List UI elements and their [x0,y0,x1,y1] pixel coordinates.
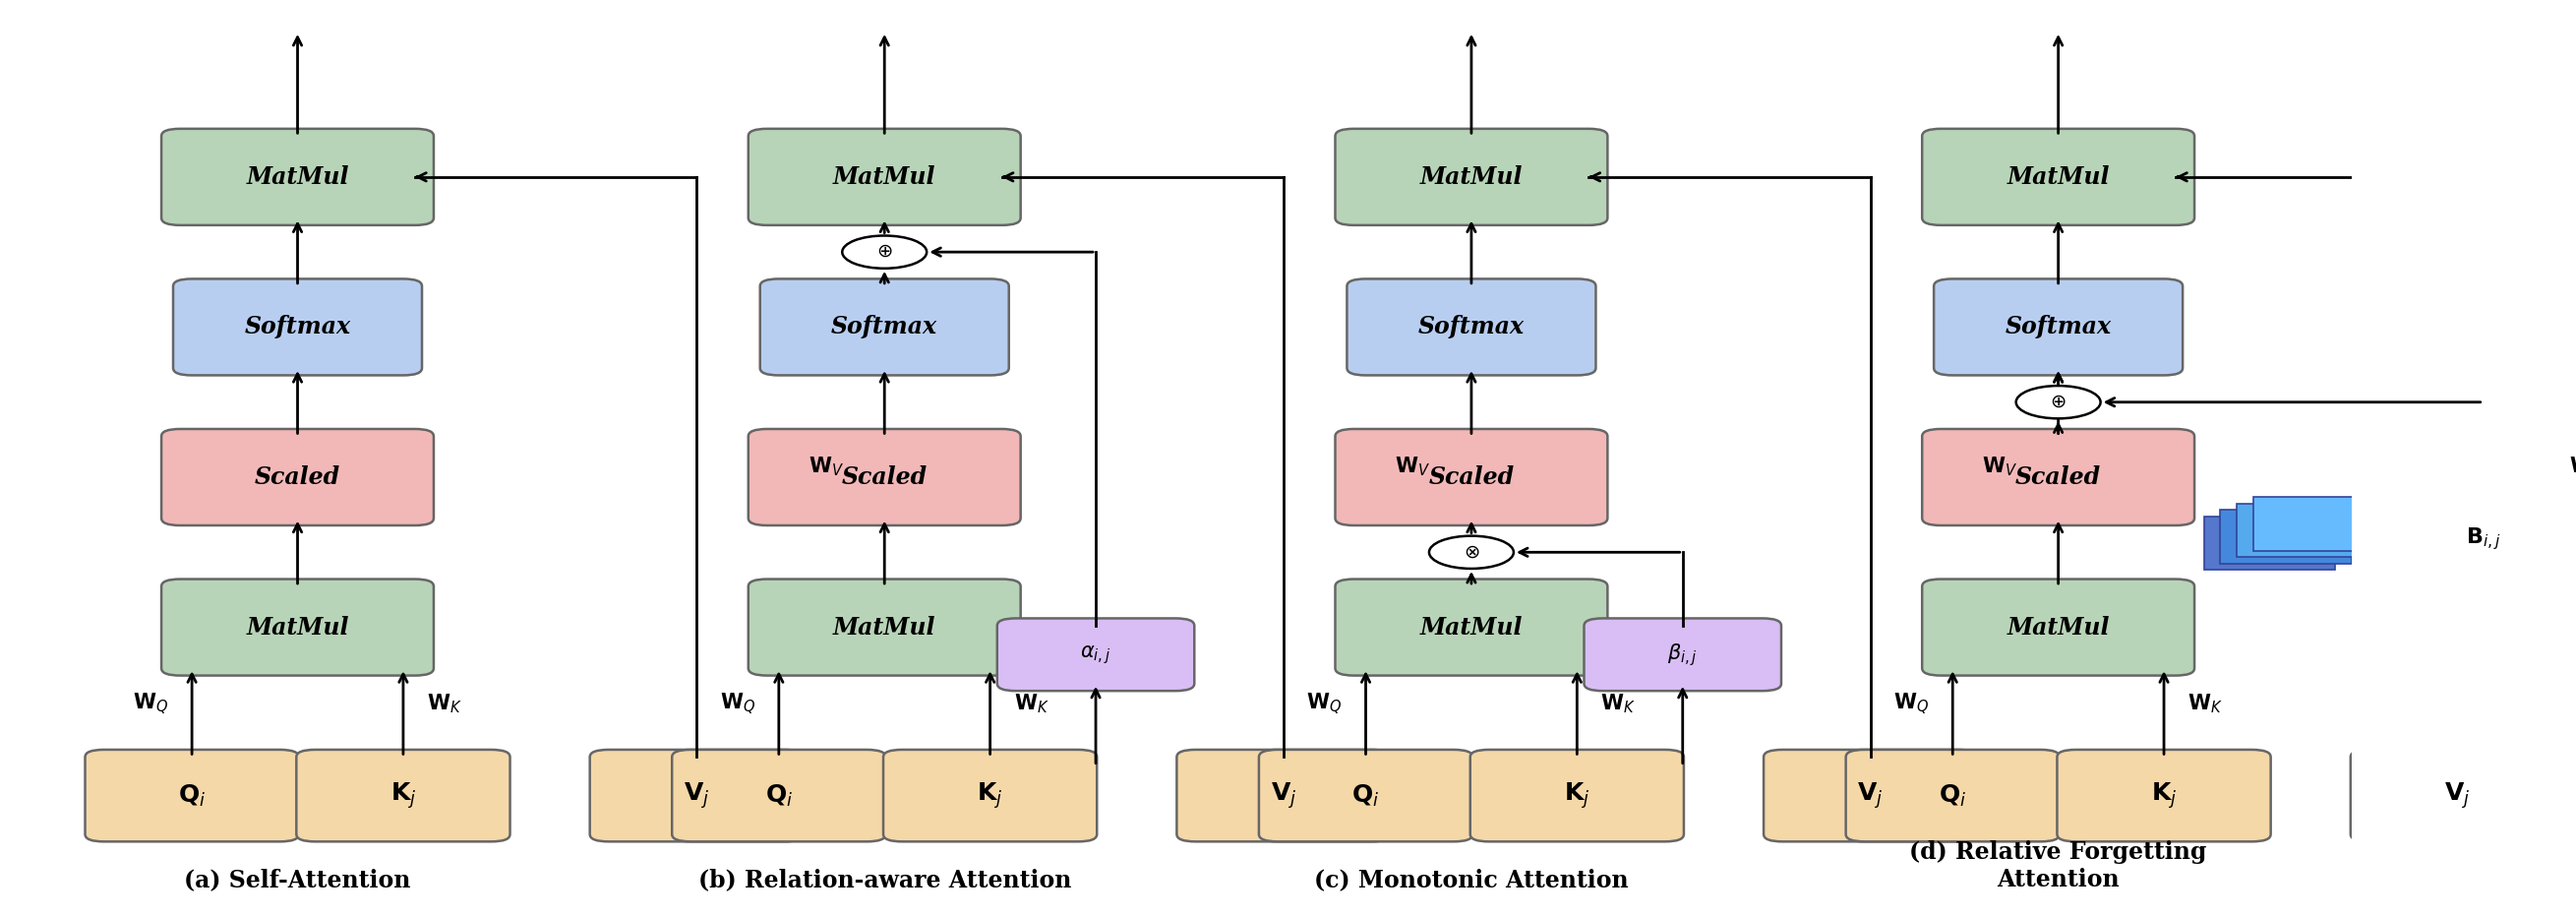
Circle shape [842,236,927,268]
FancyBboxPatch shape [1584,619,1780,691]
FancyBboxPatch shape [1765,750,1978,842]
FancyBboxPatch shape [760,279,1010,375]
FancyBboxPatch shape [1922,129,2195,225]
Text: (d) Relative Forgetting
Attention: (d) Relative Forgetting Attention [1909,840,2208,891]
FancyBboxPatch shape [2221,509,2352,564]
Text: $\mathbf{W}_K$: $\mathbf{W}_K$ [1600,692,1636,715]
Text: $\mathbf{W}_Q$: $\mathbf{W}_Q$ [719,691,755,716]
Text: MatMul: MatMul [247,165,348,189]
FancyBboxPatch shape [747,579,1020,676]
FancyBboxPatch shape [2349,750,2563,842]
Text: $\mathbf{K}_j$: $\mathbf{K}_j$ [1564,780,1589,811]
FancyBboxPatch shape [590,750,804,842]
FancyBboxPatch shape [173,279,422,375]
Text: $\mathbf{W}_Q$: $\mathbf{W}_Q$ [134,691,167,716]
FancyBboxPatch shape [1847,750,2058,842]
FancyBboxPatch shape [2205,516,2336,570]
Text: $\mathbf{W}_V$: $\mathbf{W}_V$ [1981,455,2017,478]
FancyBboxPatch shape [1347,279,1595,375]
Text: Scaled: Scaled [255,465,340,489]
Text: $\beta_{i,j}$: $\beta_{i,j}$ [1667,642,1698,667]
FancyBboxPatch shape [162,579,433,676]
FancyBboxPatch shape [296,750,510,842]
Text: Scaled: Scaled [2014,465,2102,489]
Text: (a) Self-Attention: (a) Self-Attention [185,868,410,891]
Text: Softmax: Softmax [832,315,938,339]
FancyBboxPatch shape [1922,429,2195,525]
Text: MatMul: MatMul [1419,165,1522,189]
Text: $\mathbf{B}_{i,j}$: $\mathbf{B}_{i,j}$ [2465,525,2501,552]
FancyBboxPatch shape [85,750,299,842]
Text: $\mathbf{V}_j$: $\mathbf{V}_j$ [2445,780,2470,811]
FancyBboxPatch shape [884,750,1097,842]
FancyBboxPatch shape [2254,498,2385,551]
Text: Scaled: Scaled [1430,465,1515,489]
Text: $\alpha_{i,j}$: $\alpha_{i,j}$ [1079,644,1110,666]
Text: MatMul: MatMul [832,615,935,639]
Text: MatMul: MatMul [247,615,348,639]
Text: $\mathbf{Q}_i$: $\mathbf{Q}_i$ [1940,783,1965,809]
Text: MatMul: MatMul [832,165,935,189]
FancyBboxPatch shape [672,750,886,842]
FancyBboxPatch shape [1922,579,2195,676]
FancyBboxPatch shape [1334,579,1607,676]
FancyBboxPatch shape [162,129,433,225]
FancyBboxPatch shape [1177,750,1391,842]
Text: $\mathbf{W}_V$: $\mathbf{W}_V$ [809,455,845,478]
Text: Softmax: Softmax [2004,315,2112,339]
FancyBboxPatch shape [1935,279,2182,375]
FancyBboxPatch shape [747,129,1020,225]
FancyBboxPatch shape [1260,750,1473,842]
FancyBboxPatch shape [2058,750,2269,842]
Text: MatMul: MatMul [1419,615,1522,639]
Circle shape [2017,386,2099,419]
Text: $\mathbf{W}_V$: $\mathbf{W}_V$ [1396,455,1430,478]
Text: $\oplus$: $\oplus$ [876,243,894,261]
FancyBboxPatch shape [2396,503,2571,574]
Text: $\mathbf{Q}_i$: $\mathbf{Q}_i$ [1352,783,1381,809]
Text: $\mathbf{Q}_i$: $\mathbf{Q}_i$ [178,783,206,809]
Text: Softmax: Softmax [1419,315,1525,339]
Text: $\mathbf{W}_Q$: $\mathbf{W}_Q$ [1306,691,1342,716]
Text: (b) Relation-aware Attention: (b) Relation-aware Attention [698,868,1072,891]
FancyBboxPatch shape [1471,750,1685,842]
Text: $\mathbf{V}_j$: $\mathbf{V}_j$ [683,780,708,811]
FancyBboxPatch shape [1334,129,1607,225]
Text: $\otimes$: $\otimes$ [1463,543,1479,561]
Text: Softmax: Softmax [245,315,350,339]
Text: $\mathbf{V}_j$: $\mathbf{V}_j$ [1270,780,1296,811]
Text: $\mathbf{W}_K$: $\mathbf{W}_K$ [1012,692,1048,715]
Text: $\mathbf{W}_K$: $\mathbf{W}_K$ [2187,692,2223,715]
FancyBboxPatch shape [2236,504,2367,557]
FancyBboxPatch shape [1334,429,1607,525]
Circle shape [1430,536,1515,568]
Text: (c) Monotonic Attention: (c) Monotonic Attention [1314,868,1628,891]
FancyBboxPatch shape [162,429,433,525]
Text: $\mathbf{K}_j$: $\mathbf{K}_j$ [389,780,417,811]
Text: $\mathbf{W}_K$: $\mathbf{W}_K$ [428,692,461,715]
Text: MatMul: MatMul [2007,615,2110,639]
Text: $\mathbf{K}_j$: $\mathbf{K}_j$ [976,780,1002,811]
Text: Scaled: Scaled [842,465,927,489]
Text: $\mathbf{V}_j$: $\mathbf{V}_j$ [1857,780,1883,811]
Text: MatMul: MatMul [2007,165,2110,189]
FancyBboxPatch shape [747,429,1020,525]
Text: $\oplus$: $\oplus$ [2050,393,2066,411]
FancyBboxPatch shape [997,619,1195,691]
Text: $\mathbf{K}_j$: $\mathbf{K}_j$ [2151,780,2177,811]
Text: $\mathbf{W}_Q$: $\mathbf{W}_Q$ [1893,691,1929,716]
Text: $\mathbf{W}_V$: $\mathbf{W}_V$ [2568,455,2576,478]
Text: $\mathbf{Q}_i$: $\mathbf{Q}_i$ [765,783,793,809]
